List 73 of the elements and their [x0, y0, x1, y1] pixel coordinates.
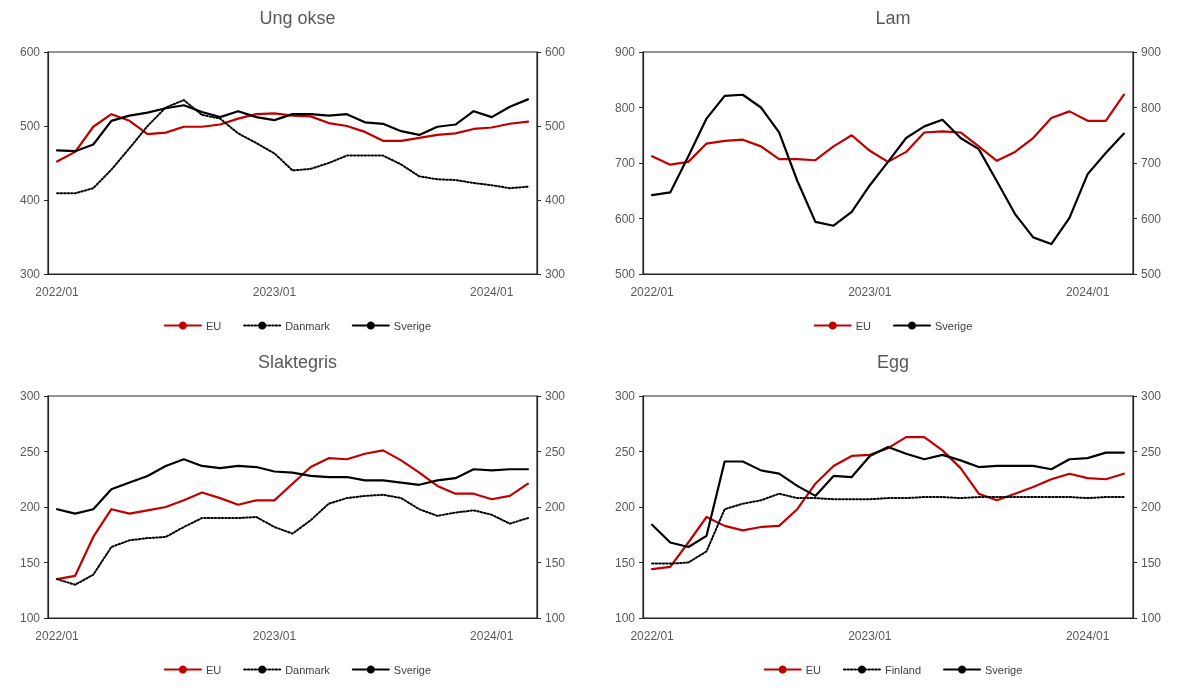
x-tick-label: 2023/01: [848, 629, 892, 643]
y-tick-label: 300: [19, 267, 41, 281]
chart-title: Slaktegris: [257, 352, 338, 372]
line-series: [650, 93, 1126, 246]
y-tick-label: 800: [614, 100, 636, 115]
legend-label: Sverige: [985, 663, 1023, 676]
line-series: [55, 449, 530, 581]
chart-title: Lam: [875, 8, 911, 28]
y2-tick-label: 800: [1141, 100, 1162, 115]
x-tick-label: 2022/01: [35, 285, 80, 299]
x-tick-label: 2024/01: [1065, 285, 1110, 299]
y-tick-label: 150: [19, 555, 41, 570]
line-series: [56, 493, 529, 586]
y2-tick-label: 150: [1141, 555, 1162, 570]
x-tick-label: 2024/01: [1065, 629, 1110, 643]
y-tick-label: 600: [19, 45, 41, 59]
y2-tick-label: 500: [545, 119, 566, 133]
x-tick-label: 2022/01: [35, 629, 80, 643]
y2-tick-label: 300: [545, 267, 566, 281]
line-series: [55, 458, 530, 515]
y2-tick-label: 300: [545, 389, 566, 403]
y2-tick-label: 700: [1141, 156, 1162, 170]
legend-label: Finland: [884, 663, 922, 676]
y-tick-label: 700: [614, 156, 636, 170]
y2-tick-label: 250: [1141, 444, 1162, 459]
y2-tick-label: 200: [545, 500, 566, 514]
y2-tick-label: 400: [545, 193, 566, 207]
line-series: [650, 93, 1126, 166]
legend-label: EU: [205, 663, 222, 676]
legend-label: Sverige: [934, 319, 973, 332]
legend-label: Danmark: [285, 319, 331, 332]
y2-tick-label: 200: [1141, 500, 1162, 514]
legend-label: Danmark: [285, 663, 331, 676]
line-series: [650, 435, 1126, 571]
y-tick-label: 100: [19, 611, 41, 625]
legend-label: EU: [205, 319, 222, 332]
y2-tick-label: 900: [1141, 45, 1162, 59]
y-tick-label: 300: [614, 389, 636, 403]
x-tick-label: 2022/01: [630, 629, 675, 643]
y2-tick-label: 100: [1141, 611, 1162, 625]
chart-title: Ung okse: [259, 8, 336, 28]
line-series: [56, 99, 529, 195]
y-tick-label: 900: [614, 45, 636, 59]
y2-tick-label: 300: [1141, 389, 1162, 403]
x-tick-label: 2024/01: [470, 629, 514, 643]
y2-tick-label: 500: [1141, 267, 1162, 281]
x-tick-label: 2024/01: [470, 285, 514, 299]
legend-label: Sverige: [393, 663, 432, 676]
y2-tick-label: 600: [545, 45, 566, 59]
y-tick-label: 250: [614, 444, 636, 459]
x-tick-label: 2023/01: [848, 285, 892, 299]
y2-tick-label: 100: [545, 611, 566, 625]
x-tick-label: 2023/01: [252, 285, 297, 299]
legend-label: EU: [855, 319, 872, 332]
x-tick-label: 2022/01: [630, 285, 675, 299]
y2-tick-label: 150: [545, 555, 566, 570]
y-tick-label: 200: [614, 500, 636, 514]
y-tick-label: 250: [19, 444, 41, 459]
y-tick-label: 600: [614, 211, 636, 226]
y-tick-label: 300: [19, 389, 41, 403]
legend-label: EU: [805, 663, 822, 676]
x-tick-label: 2023/01: [252, 629, 297, 643]
y-tick-label: 100: [614, 611, 636, 625]
y-tick-label: 150: [614, 555, 636, 570]
y-tick-label: 400: [19, 193, 41, 207]
chart-title: Egg: [876, 352, 910, 372]
y-tick-label: 200: [19, 500, 41, 514]
legend-label: Sverige: [393, 319, 432, 332]
y2-tick-label: 250: [545, 444, 566, 459]
y-tick-label: 500: [19, 119, 41, 133]
y2-tick-label: 600: [1141, 211, 1162, 226]
y-tick-label: 500: [614, 267, 636, 281]
line-series: [55, 112, 530, 163]
